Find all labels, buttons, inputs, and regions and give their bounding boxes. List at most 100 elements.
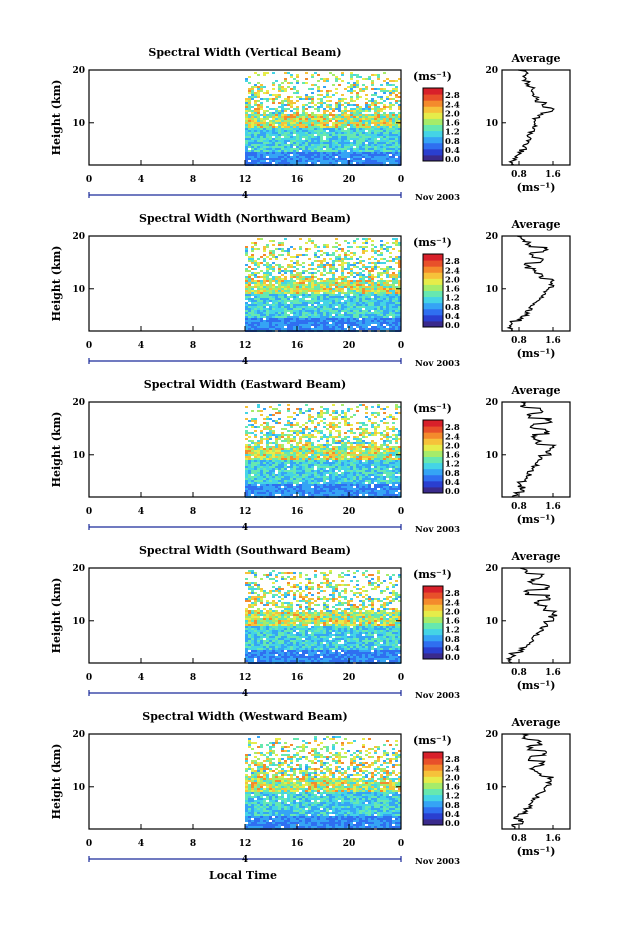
heatmap-cell [263,408,266,410]
heatmap-cell [320,162,323,164]
heatmap-cell [263,260,266,262]
heatmap-cell [278,282,281,284]
heatmap-cell [338,304,341,306]
avg-y-tick-label: 20 [485,66,498,76]
heatmap-cell [272,134,275,136]
heatmap-cell [383,326,386,328]
heatmap-cell [317,88,320,90]
heatmap-cell [320,158,323,160]
heatmap-cell [314,140,317,142]
heatmap-cell [299,302,302,304]
heatmap-cell [311,284,314,286]
heatmap-cell [365,406,368,408]
heatmap-cell [245,142,248,144]
heatmap-cell [332,436,335,438]
heatmap-cell [335,288,338,290]
heatmap-cell [278,290,281,292]
heatmap-cell [374,292,377,294]
heatmap-cell [260,314,263,316]
heatmap-cell [383,464,386,466]
heatmap-cell [389,446,392,448]
heatmap-cell [356,156,359,158]
heatmap-cell [254,144,257,146]
heatmap-cell [332,268,335,270]
heatmap-cell [347,82,350,84]
heatmap-cell [338,130,341,132]
heatmap-cell [278,478,281,480]
heatmap-cell [260,118,263,120]
heatmap-cell [380,158,383,160]
heatmap-cell [311,288,314,290]
heatmap-cell [272,250,275,252]
heatmap-cell [365,136,368,138]
heatmap-cell [380,282,383,284]
heatmap-cell [257,474,260,476]
heatmap-cell [263,470,266,472]
heatmap-cell [383,114,386,116]
heatmap-cell [344,240,347,242]
heatmap-cell [323,130,326,132]
heatmap-cell [305,286,308,288]
heatmap-cell [356,308,359,310]
heatmap-cell [260,106,263,108]
heatmap-cell [296,294,299,296]
heatmap-cell [293,328,296,330]
heatmap-cell [392,88,395,90]
heatmap-cell [386,436,389,438]
heatmap-cell [299,432,302,434]
heatmap-cell [308,130,311,132]
heatmap-cell [266,92,269,94]
heatmap-cell [329,90,332,92]
heatmap-cell [248,150,251,152]
heatmap-cell [293,114,296,116]
heatmap-cell [302,454,305,456]
heatmap-cell [314,72,317,74]
heatmap-cell [338,288,341,290]
heatmap-cell [359,308,362,310]
heatmap-cell [278,94,281,96]
heatmap-cell [362,450,365,452]
heatmap-cell [341,452,344,454]
heatmap-cell [287,460,290,462]
heatmap-cell [395,316,398,318]
heatmap-cell [269,438,272,440]
heatmap-cell [272,266,275,268]
heatmap-cell [347,436,350,438]
heatmap-cell [374,300,377,302]
heatmap-cell [260,288,263,290]
heatmap-cell [293,320,296,322]
heatmap-cell [305,138,308,140]
heatmap-cell [290,422,293,424]
heatmap-cell [338,142,341,144]
heatmap-cell [260,136,263,138]
heatmap-cell [245,282,248,284]
heatmap-cell [362,146,365,148]
heatmap-cell [380,128,383,130]
heatmap-cell [383,452,386,454]
heatmap-cell [254,132,257,134]
heatmap-cell [329,96,332,98]
heatmap-cell [245,466,248,468]
heatmap-cell [263,158,266,160]
heatmap-cell [356,450,359,452]
heatmap-cell [314,462,317,464]
heatmap-cell [272,108,275,110]
heatmap-cell [254,260,257,262]
heatmap-cell [251,90,254,92]
heatmap-cell [395,142,398,144]
heatmap-cell [314,152,317,154]
heatmap-cell [275,298,278,300]
heatmap-cell [275,162,278,164]
heatmap-cell [314,84,317,86]
heatmap-cell [374,104,377,106]
heatmap-cell [296,448,299,450]
heatmap-cell [371,446,374,448]
heatmap-cell [326,92,329,94]
heatmap-cell [263,154,266,156]
heatmap-cell [290,300,293,302]
heatmap-cell [323,134,326,136]
heatmap-cell [392,328,395,330]
heatmap-cell [287,314,290,316]
heatmap-cell [266,262,269,264]
heatmap-cell [311,102,314,104]
